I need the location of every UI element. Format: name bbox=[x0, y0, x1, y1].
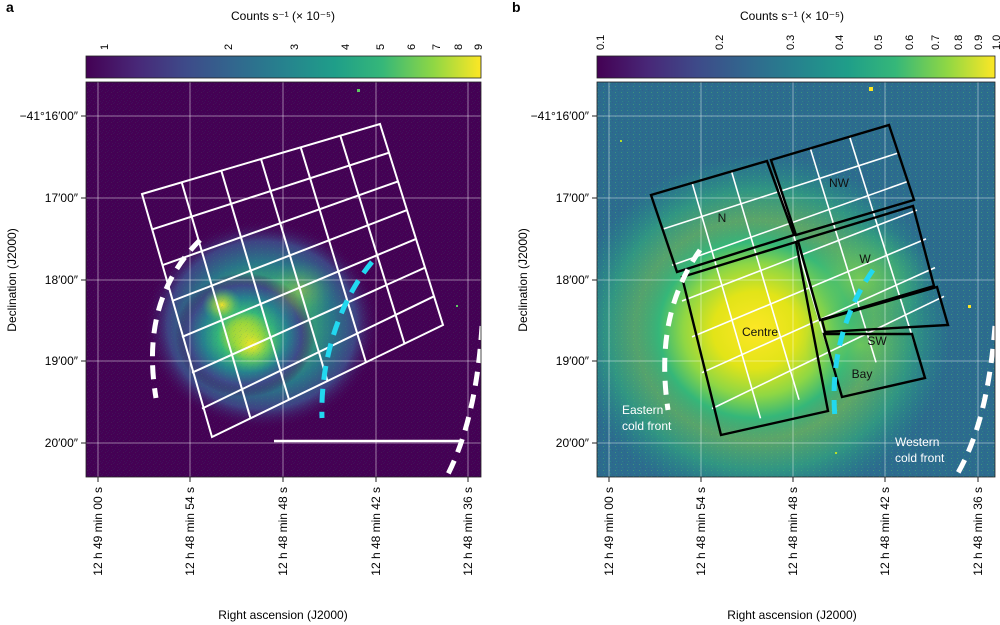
panel-b-dec-ticks: −41°16′00″ 17′00″ 18′00″ 19′00″ 20′00″ bbox=[531, 109, 590, 450]
panel-a-label: a bbox=[6, 0, 14, 15]
colorbar-tick: 0.2 bbox=[714, 35, 726, 50]
panel-b-western-cold-front-inner bbox=[831, 268, 876, 419]
panel-a: a Counts s⁻¹ (× 10⁻⁵) 1 2 3 4 5 6 7 8 9 bbox=[5, 0, 485, 622]
ra-tick: 12 h 49 min 00 s bbox=[91, 487, 105, 576]
ra-tick: 12 h 48 min 36 s bbox=[461, 487, 475, 576]
region-label-w: W bbox=[859, 252, 871, 266]
colorbar-tick: 0.7 bbox=[930, 35, 942, 50]
panel-b-western-cold-front bbox=[952, 325, 995, 477]
colorbar-tick: 7 bbox=[431, 44, 443, 50]
region-label-centre: Centre bbox=[742, 325, 778, 339]
region-nw-outline bbox=[769, 123, 916, 237]
ra-tick: 12 h 48 min 42 s bbox=[369, 487, 383, 576]
dec-tick: 18′00″ bbox=[556, 273, 590, 287]
region-label-sw: SW bbox=[867, 334, 887, 348]
colorbar-tick: 0.3 bbox=[785, 35, 797, 50]
dec-tick: −41°16′00″ bbox=[20, 109, 79, 123]
eastern-front-label-line1: Eastern bbox=[622, 403, 663, 417]
colorbar-tick: 9 bbox=[473, 44, 485, 50]
colorbar-tick: 0.4 bbox=[834, 35, 846, 50]
dec-tick: 17′00″ bbox=[45, 191, 79, 205]
colorbar-tick: 1.0 bbox=[991, 35, 1000, 50]
colorbar-tick: 0.5 bbox=[873, 35, 885, 50]
ra-tick: 12 h 48 min 54 s bbox=[183, 487, 197, 576]
colorbar-tick: 0.1 bbox=[595, 35, 607, 50]
colorbar-tick: 4 bbox=[340, 44, 352, 50]
colorbar-tick: 0.8 bbox=[953, 35, 965, 50]
panel-a-western-cold-front-inner bbox=[319, 260, 374, 419]
region-n-outline bbox=[649, 159, 796, 274]
colorbar-tick: 3 bbox=[289, 44, 301, 50]
panel-b-ra-ticks: 12 h 49 min 00 s 12 h 48 min 54 s 12 h 4… bbox=[602, 487, 985, 576]
colorbar-tick: 2 bbox=[223, 44, 235, 50]
dec-tick: 18′00″ bbox=[45, 273, 79, 287]
panel-b-colorbar bbox=[596, 55, 996, 79]
panel-a-image bbox=[86, 82, 481, 477]
panel-b-colorbar-ticks: 0.1 0.2 0.3 0.4 0.5 0.6 0.7 0.8 0.9 1.0 bbox=[595, 35, 1000, 50]
ra-tick: 12 h 48 min 42 s bbox=[878, 487, 892, 576]
panel-a-ylabel: Declination (J2000) bbox=[5, 228, 19, 331]
region-bay-outline bbox=[822, 332, 927, 399]
region-label-bay: Bay bbox=[852, 367, 873, 381]
ra-tick: 12 h 48 min 36 s bbox=[971, 487, 985, 576]
dec-tick: −41°16′00″ bbox=[531, 109, 590, 123]
panel-b-ylabel: Declination (J2000) bbox=[516, 228, 530, 331]
panel-a-region-grid bbox=[140, 122, 445, 439]
panel-a-colorbar-ticks: 1 2 3 4 5 6 7 8 9 bbox=[99, 44, 485, 50]
panel-a-western-cold-front bbox=[443, 325, 481, 477]
colorbar-tick: 0.6 bbox=[904, 35, 916, 50]
panel-a-colorbar-title: Counts s⁻¹ (× 10⁻⁵) bbox=[231, 9, 335, 23]
ra-tick: 12 h 48 min 54 s bbox=[694, 487, 708, 576]
dec-tick: 17′00″ bbox=[556, 191, 590, 205]
panel-b-xlabel: Right ascension (J2000) bbox=[727, 608, 856, 622]
colorbar-tick: 6 bbox=[406, 44, 418, 50]
dec-tick: 19′00″ bbox=[45, 354, 79, 368]
panel-b-colorbar-title: Counts s⁻¹ (× 10⁻⁵) bbox=[740, 9, 844, 23]
ra-tick: 12 h 49 min 00 s bbox=[602, 487, 616, 576]
region-label-n: N bbox=[718, 211, 727, 225]
dec-tick: 20′00″ bbox=[556, 436, 590, 450]
dec-tick: 20′00″ bbox=[45, 436, 79, 450]
region-label-nw: NW bbox=[829, 176, 850, 190]
colorbar-tick: 0.9 bbox=[973, 35, 985, 50]
panel-a-xlabel: Right ascension (J2000) bbox=[218, 608, 347, 622]
panel-b: b Counts s⁻¹ (× 10⁻⁵) 0.1 0.2 0.3 0.4 0.… bbox=[512, 0, 1000, 622]
ra-tick: 12 h 48 min 48 s bbox=[276, 487, 290, 576]
western-front-label-line1: Western bbox=[895, 435, 939, 449]
panel-a-eastern-cold-front bbox=[149, 238, 202, 399]
colorbar-tick: 8 bbox=[453, 44, 465, 50]
colorbar-tick: 5 bbox=[375, 44, 387, 50]
western-front-label-line2: cold front bbox=[895, 451, 945, 465]
colorbar-tick: 1 bbox=[99, 44, 111, 50]
region-sw-outline bbox=[820, 285, 950, 334]
panel-a-dec-ticks: −41°16′00″ 17′00″ 18′00″ 19′00″ 20′00″ bbox=[20, 109, 79, 450]
panel-b-label: b bbox=[512, 0, 521, 15]
panel-a-ra-ticks: 12 h 49 min 00 s 12 h 48 min 54 s 12 h 4… bbox=[91, 487, 475, 576]
panel-a-colorbar bbox=[85, 55, 482, 79]
panel-b-eastern-cold-front bbox=[662, 248, 703, 411]
region-centre-outline bbox=[680, 240, 830, 437]
eastern-front-label-line2: cold front bbox=[622, 419, 672, 433]
region-w-outline bbox=[796, 204, 936, 322]
dec-tick: 19′00″ bbox=[556, 354, 590, 368]
panel-b-image: N NW W Centre SW Bay Eastern cold front … bbox=[597, 82, 995, 477]
ra-tick: 12 h 48 min 48 s bbox=[786, 487, 800, 576]
panel-b-regions bbox=[649, 123, 950, 437]
